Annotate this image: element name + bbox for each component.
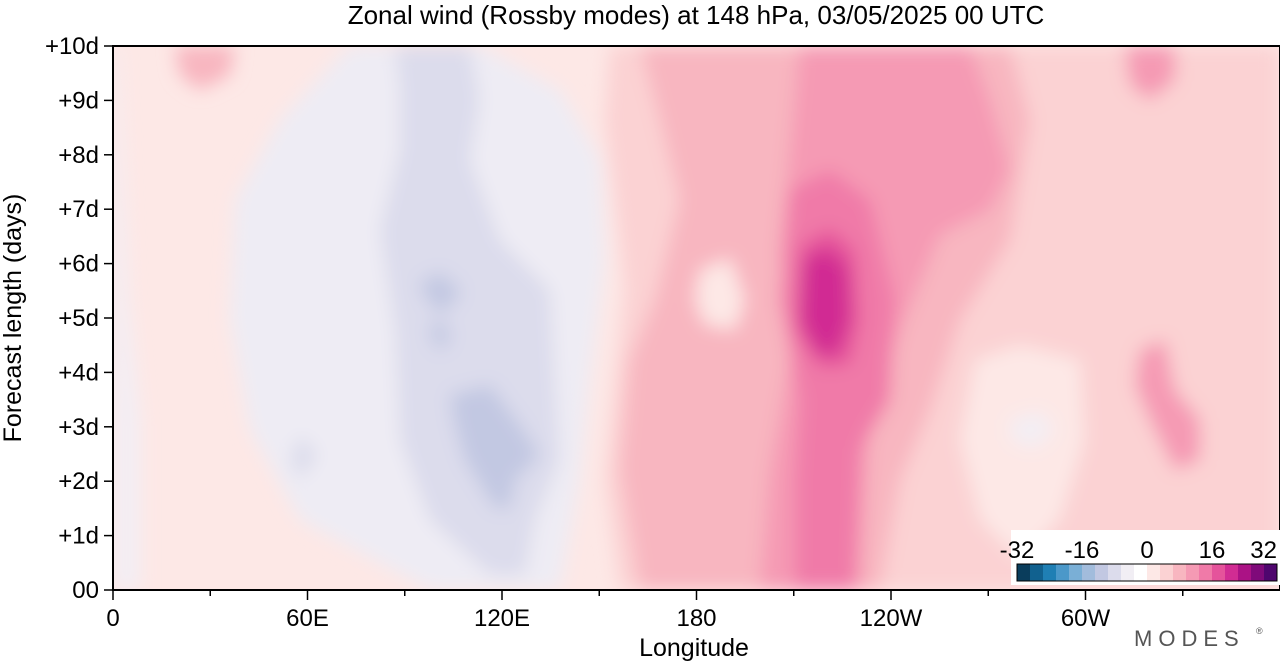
- colorbar-swatch: [1147, 564, 1161, 581]
- colorbar-swatch: [1030, 564, 1044, 581]
- field-contour-negative-core3: [428, 320, 452, 352]
- colorbar-swatch: [1264, 564, 1278, 581]
- colorbar-swatch: [1121, 564, 1135, 581]
- y-tick-label: +4d: [58, 359, 99, 386]
- y-tick-label: +1d: [58, 523, 99, 550]
- y-tick-label: +10d: [45, 33, 99, 60]
- x-axis: 0 60E 120E 180 120W 60W: [106, 590, 1184, 632]
- colorbar-tick-label: 0: [1140, 537, 1153, 564]
- field-contour-top-right-blob: [1125, 46, 1175, 100]
- field-contour-negative-core1: [450, 385, 540, 508]
- colorbar-swatch: [1108, 564, 1122, 581]
- field-contour-top-left-blob: [175, 46, 235, 90]
- colorbar-swatch: [1069, 564, 1083, 581]
- colorbar-border: [1016, 563, 1278, 582]
- colorbar-swatch: [1199, 564, 1213, 581]
- colorbar-swatch: [1082, 564, 1096, 581]
- colorbar-tick-label: 16: [1199, 537, 1226, 564]
- chart-title: Zonal wind (Rossby modes) at 148 hPa, 03…: [348, 0, 1045, 30]
- colorbar-swatch: [1095, 564, 1109, 581]
- field-contour-right-blob: [1135, 340, 1200, 470]
- watermark-registered-mark: ®: [1256, 626, 1263, 636]
- y-axis-label: Forecast length (days): [0, 194, 27, 443]
- field-contour-positive-core: [800, 248, 850, 355]
- colorbar-swatch: [1056, 564, 1070, 581]
- y-tick-label: +9d: [58, 87, 99, 114]
- x-tick-label: 0: [106, 605, 119, 632]
- y-tick-label: 00: [72, 577, 99, 604]
- wind-field: [113, 46, 1280, 590]
- colorbar-tick-label: -16: [1065, 537, 1100, 564]
- colorbar-swatch: [1238, 564, 1252, 581]
- colorbar-swatch: [1173, 564, 1187, 581]
- colorbar-swatch: [1134, 564, 1148, 581]
- y-tick-label: +6d: [58, 251, 99, 278]
- x-axis-label: Longitude: [639, 634, 749, 662]
- colorbar-tick-label: 32: [1250, 537, 1277, 564]
- field-contour-negative-spot: [290, 435, 318, 480]
- y-tick-label: +7d: [58, 196, 99, 223]
- colorbar-swatch: [1017, 564, 1031, 581]
- field-contour-pale-left: [113, 46, 140, 590]
- field-contour-negative-core2: [418, 272, 462, 316]
- colorbar-swatch: [1212, 564, 1226, 581]
- modes-watermark: MODES: [1134, 626, 1245, 651]
- field-contour-very-pale-right: [1010, 412, 1055, 448]
- colorbar-swatch: [1160, 564, 1174, 581]
- x-tick-label: 60E: [286, 605, 329, 632]
- x-tick-label: 120E: [474, 605, 530, 632]
- x-tick-label: 120W: [860, 605, 923, 632]
- colorbar-tick-label: -32: [1000, 537, 1035, 564]
- y-tick-label: +3d: [58, 414, 99, 441]
- y-axis: 00 +1d +2d +3d +4d +5d +6d +7d +8d +9d +10d: [45, 33, 113, 604]
- x-tick-label: 60W: [1061, 605, 1111, 632]
- field-contour-pale-hole: [695, 258, 745, 330]
- colorbar-swatch: [1251, 564, 1265, 581]
- colorbar: -32 -16 0 16 32: [1000, 530, 1280, 585]
- y-tick-label: +2d: [58, 468, 99, 495]
- field-contour-pale-right: [960, 345, 1085, 560]
- x-tick-label: 180: [676, 605, 716, 632]
- colorbar-swatch: [1043, 564, 1057, 581]
- colorbar-swatch: [1225, 564, 1239, 581]
- y-tick-label: +8d: [58, 142, 99, 169]
- y-tick-label: +5d: [58, 305, 99, 332]
- colorbar-swatch: [1186, 564, 1200, 581]
